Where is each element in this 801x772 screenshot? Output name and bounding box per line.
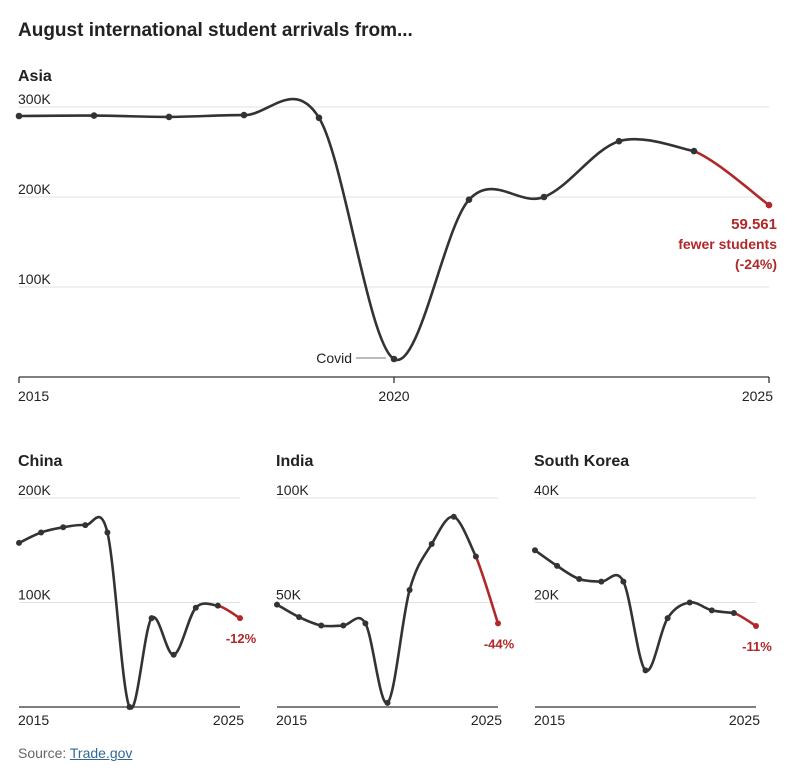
- data-point: [495, 620, 501, 627]
- data-point: [615, 137, 623, 145]
- data-point: [390, 355, 398, 363]
- data-point: [240, 111, 248, 119]
- data-point: [730, 609, 737, 616]
- x-tick-label: 2025: [213, 712, 244, 728]
- data-point: [406, 586, 413, 593]
- data-point: [82, 522, 89, 529]
- data-point: [340, 622, 347, 629]
- data-point: [165, 113, 173, 121]
- series-line: [17, 97, 696, 361]
- y-tick-label: 100K: [18, 587, 51, 603]
- data-point: [126, 704, 133, 710]
- data-point: [237, 615, 243, 622]
- data-point: [532, 547, 538, 554]
- x-tick-label: 2025: [471, 712, 502, 728]
- x-tick-label: 2025: [742, 388, 773, 404]
- change-annotation: -11%: [742, 639, 772, 654]
- data-point: [90, 112, 98, 119]
- y-tick-label: 100K: [276, 482, 309, 498]
- data-point: [296, 614, 303, 621]
- data-point: [642, 667, 649, 674]
- data-point: [38, 529, 45, 536]
- data-point: [598, 578, 605, 585]
- chart-china: China 100K 200K 2015 2025 -12%: [16, 453, 257, 728]
- series-line-recent: [692, 149, 771, 207]
- y-tick-label: 20K: [534, 587, 560, 603]
- data-point: [15, 112, 23, 120]
- data-point: [274, 601, 280, 608]
- data-point: [60, 524, 67, 531]
- change-annotation: -12%: [226, 631, 257, 646]
- change-annotation-line: fewer students: [678, 236, 777, 252]
- data-point: [708, 607, 715, 614]
- data-point: [450, 513, 457, 520]
- change-annotation-line: 59.561: [731, 216, 777, 233]
- series-line-recent: [732, 611, 758, 628]
- data-point: [318, 622, 325, 629]
- y-tick-label: 200K: [18, 181, 51, 197]
- change-annotation-line: (-24%): [735, 256, 777, 272]
- x-tick-label: 2015: [18, 712, 49, 728]
- change-annotation: -44%: [484, 636, 515, 651]
- chart-asia: Asia 100K 200K 300K 2015 2020 2025 Covid 59.561 f…: [15, 68, 777, 404]
- data-point: [472, 553, 479, 560]
- data-point: [214, 602, 221, 609]
- data-point: [16, 539, 22, 546]
- data-point: [753, 623, 759, 630]
- data-point: [148, 615, 155, 622]
- series-line: [17, 515, 220, 710]
- data-point: [686, 599, 693, 606]
- page-title: August international student arrivals fr…: [18, 20, 413, 41]
- data-point: [540, 193, 548, 201]
- source-note: Source: Trade.gov: [18, 745, 132, 761]
- data-point: [104, 529, 111, 536]
- series-line: [533, 549, 736, 672]
- data-point: [620, 578, 627, 585]
- chart-title: China: [18, 453, 63, 470]
- chart-south-korea: South Korea 20K 40K 2015 2025 -11%: [532, 453, 772, 728]
- x-tick-label: 2015: [276, 712, 307, 728]
- series-line-recent: [216, 604, 242, 620]
- data-point: [170, 651, 177, 658]
- chart-title: Asia: [18, 68, 52, 85]
- source-link[interactable]: Trade.gov: [69, 745, 133, 761]
- source-prefix: Source:: [18, 745, 70, 761]
- y-tick-label: 100K: [18, 271, 51, 287]
- x-tick-label: 2015: [18, 388, 49, 404]
- x-tick-label: 2015: [534, 712, 565, 728]
- data-point: [428, 540, 435, 547]
- series-line-recent: [474, 555, 500, 625]
- y-tick-label: 40K: [534, 482, 560, 498]
- x-tick-label: 2025: [729, 712, 760, 728]
- y-tick-label: 300K: [18, 91, 51, 107]
- covid-annotation: Covid: [316, 350, 352, 366]
- series-line: [275, 515, 478, 705]
- x-tick-label: 2020: [378, 388, 409, 404]
- data-point: [664, 615, 671, 622]
- data-point: [576, 575, 583, 582]
- chart-title: India: [276, 453, 313, 470]
- data-point: [765, 201, 773, 209]
- data-point: [192, 604, 199, 611]
- y-tick-label: 50K: [276, 587, 302, 603]
- y-tick-label: 200K: [18, 482, 51, 498]
- data-point: [384, 699, 391, 706]
- data-point: [554, 562, 561, 569]
- chart-india: India 50K 100K 2015 2025 -44%: [274, 453, 515, 728]
- data-point: [465, 196, 473, 203]
- data-point: [362, 620, 369, 627]
- data-point: [315, 114, 323, 122]
- data-point: [690, 147, 698, 155]
- chart-title: South Korea: [534, 453, 629, 470]
